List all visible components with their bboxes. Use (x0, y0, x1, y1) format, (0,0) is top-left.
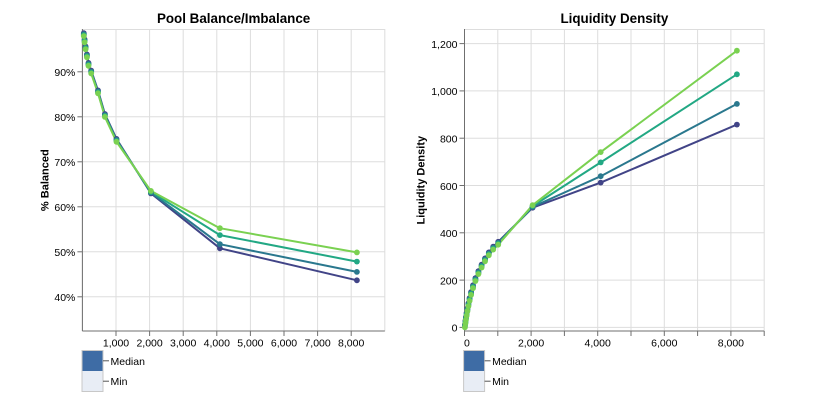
svg-text:4,000: 4,000 (204, 338, 230, 350)
svg-text:Median: Median (492, 356, 527, 368)
svg-text:800: 800 (440, 134, 458, 146)
svg-text:Min: Min (492, 376, 509, 388)
svg-text:8,000: 8,000 (338, 338, 364, 350)
svg-text:Median: Median (111, 356, 146, 368)
svg-text:50%: 50% (54, 247, 75, 259)
svg-text:0: 0 (464, 338, 470, 350)
svg-text:Min: Min (111, 376, 128, 388)
svg-text:6,000: 6,000 (271, 338, 297, 350)
svg-text:4,000: 4,000 (585, 338, 611, 350)
svg-text:1,000: 1,000 (431, 86, 457, 98)
svg-text:2,000: 2,000 (518, 338, 544, 350)
svg-text:0: 0 (452, 323, 458, 335)
svg-text:200: 200 (440, 275, 458, 287)
svg-text:6,000: 6,000 (651, 338, 677, 350)
svg-text:400: 400 (440, 228, 458, 240)
svg-text:Liquidity Density: Liquidity Density (416, 135, 428, 225)
svg-text:600: 600 (440, 181, 458, 193)
svg-text:2,000: 2,000 (136, 338, 162, 350)
svg-text:60%: 60% (54, 202, 75, 214)
svg-text:70%: 70% (54, 157, 75, 169)
svg-text:Liquidity Density: Liquidity Density (560, 11, 668, 26)
svg-text:3,000: 3,000 (170, 338, 196, 350)
svg-text:1,200: 1,200 (431, 39, 457, 51)
svg-text:Pool Balance/Imbalance: Pool Balance/Imbalance (157, 11, 310, 26)
svg-text:40%: 40% (54, 292, 75, 304)
svg-text:8,000: 8,000 (718, 338, 744, 350)
svg-text:7,000: 7,000 (304, 338, 330, 350)
svg-text:% Balanced: % Balanced (39, 149, 51, 211)
svg-text:90%: 90% (54, 67, 75, 79)
svg-text:80%: 80% (54, 112, 75, 124)
svg-text:5,000: 5,000 (237, 338, 263, 350)
svg-text:1,000: 1,000 (103, 338, 129, 350)
